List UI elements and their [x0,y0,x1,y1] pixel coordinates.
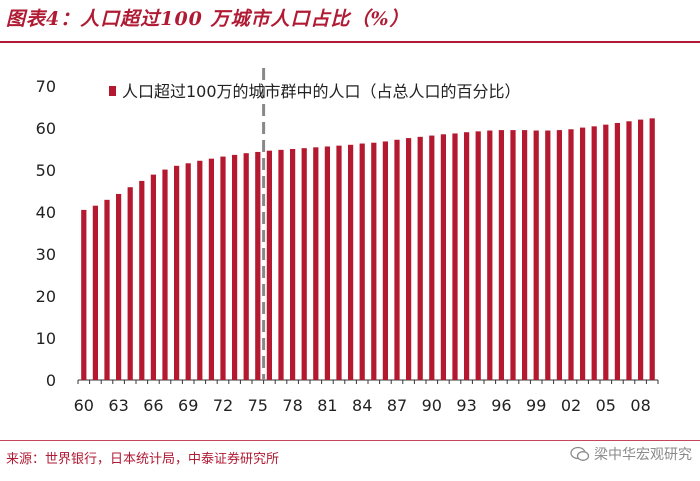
bar [266,150,273,380]
bar [510,130,516,380]
x-tick-label: 78 [282,396,302,415]
y-tick-label: 40 [36,203,56,222]
bar [452,133,458,380]
bar [382,141,389,380]
chart-legend: 人口超过100万的城市群中的人口（占总人口的百分比） [109,82,521,101]
watermark: 梁中华宏观研究 [570,444,692,464]
bar [394,139,400,380]
bar [429,135,435,380]
bar [289,149,296,380]
x-tick-label: 81 [317,396,337,415]
bar [614,122,621,381]
x-tick-label: 05 [596,396,616,415]
bar [359,143,365,380]
x-tick-label: 96 [491,396,511,415]
bar [104,199,110,380]
title-divider [0,41,700,43]
bar-series [81,118,655,381]
bar [533,130,539,380]
bar [545,130,551,380]
bar [405,138,412,380]
x-tick-label: 02 [561,396,581,415]
bar [81,209,87,380]
bar [243,153,249,380]
y-axis-ticks: 0 10 20 30 40 50 60 70 [36,77,56,390]
bar [313,147,319,380]
bar [556,130,563,380]
wechat-icon [570,446,590,461]
bar [603,124,609,380]
x-tick-label: 63 [108,396,128,415]
bar [301,148,307,380]
y-tick-label: 70 [36,77,56,96]
bar [440,134,447,380]
y-tick-label: 0 [46,371,56,390]
footer-divider [0,440,700,441]
bar [255,151,261,380]
bar [521,130,528,380]
bar [417,136,423,380]
x-tick-label: 66 [143,396,163,415]
bar [127,187,133,380]
x-tick-label: 93 [456,396,476,415]
legend-label: 人口超过100万的城市群中的人口（占总人口的百分比） [122,82,521,101]
bar [475,131,481,380]
bar [92,205,99,380]
bar-chart: 0 10 20 30 40 50 60 70 60 63 66 69 72 75 78 81 84 87 90 93… [36,68,659,415]
bar [637,119,644,380]
bar [197,160,203,380]
y-tick-label: 60 [36,119,56,138]
x-tick-label: 69 [178,396,198,415]
x-tick-label: 08 [630,396,650,415]
bar [463,132,470,380]
bar [579,127,586,380]
y-tick-label: 50 [36,161,56,180]
y-tick-label: 30 [36,245,56,264]
watermark-text: 梁中华宏观研究 [594,447,692,463]
source-note: 来源：世界银行，日本统计局，中泰证券研究所 [6,452,280,467]
x-tick-label: 84 [352,396,372,415]
x-tick-label: 87 [387,396,407,415]
bar [649,118,655,380]
bar [220,156,226,380]
figure-title: 图表4：人口超过100 万城市人口占比（%） [6,8,410,30]
bar [568,129,574,380]
bar [208,158,215,380]
bar [371,142,377,380]
x-tick-label: 60 [74,396,94,415]
bar [591,126,597,380]
x-tick-label: 90 [422,396,442,415]
x-tick-label: 72 [213,396,233,415]
bar [162,169,168,380]
bar [498,130,505,380]
bar [150,174,157,380]
bar [336,145,342,380]
bar [487,130,493,380]
legend-swatch [109,86,116,96]
x-tick-label: 75 [248,396,268,415]
bar [115,193,122,380]
bar [347,144,354,380]
y-tick-label: 10 [36,329,56,348]
y-tick-label: 20 [36,287,56,306]
bar [324,146,331,380]
bar [173,165,180,380]
bar [231,154,238,380]
bar [626,121,632,380]
bar [139,180,145,380]
bar [185,163,191,380]
x-tick-label: 99 [526,396,546,415]
x-axis-ticks: 60 63 66 69 72 75 78 81 84 87 90 93 96 99 02 05 08 [74,380,659,415]
bar [278,149,284,380]
